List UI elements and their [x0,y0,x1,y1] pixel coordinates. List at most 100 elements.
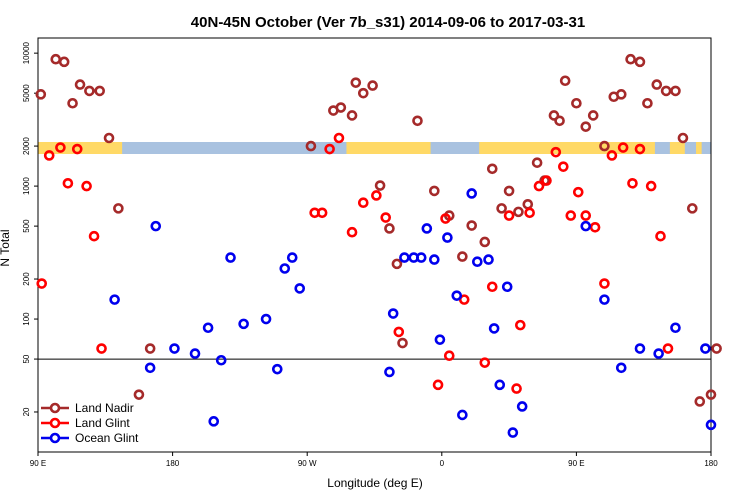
land-glint-point [55,142,66,153]
ocean-glint-point [494,379,506,391]
x-axis: 90 E 180 90 W 0 90 E 180 [30,452,718,468]
land-nadir-point [642,97,653,109]
ocean-glint-point [700,343,711,354]
legend-label-land-glint: Land Glint [75,416,130,430]
land-nadir-point [113,203,124,214]
land-glint-point [662,343,674,354]
ocean-glint-point [208,416,220,427]
land-glint-point [316,207,328,219]
land-nadir-point [554,115,565,127]
ocean-glint-point [202,322,214,334]
land-glint-point [645,180,657,192]
land-glint-point [36,278,48,289]
land-nadir-point [335,102,347,113]
land-glint-point [599,278,610,289]
land-nadir-point [350,77,362,88]
land-nadir-point [144,343,156,354]
ocean-glint-point [429,254,440,265]
ocean-glint-point [189,348,201,359]
legend-marker-land-nadir [49,402,61,414]
land-nadir-point [694,396,706,407]
land-nadir-point [133,389,145,400]
land-nadir-point [384,223,395,234]
y-tick-label: 2000 [22,137,31,155]
land-glint-point [524,207,535,219]
land-glint-point [357,197,369,209]
land-nadir-point [651,79,663,90]
x-tick-label: 0 [440,459,445,468]
land-glint-point [440,213,451,224]
ocean-glint-point [415,252,427,263]
y-axis: 20 50 100 200 500 1000 2000 5000 10000 [22,41,38,416]
land-nadir-point [58,56,70,68]
land-nadir-point [625,53,636,65]
land-nadir-point [94,85,105,97]
land-glint-point [71,143,83,155]
land-nadir-point [580,121,592,132]
map-land-2 [479,142,655,154]
ocean-glint-point [615,362,627,374]
land-glint-point [572,186,584,198]
ocean-glint-point [488,323,500,334]
land-nadir-point [367,80,378,91]
land-glint-point [324,143,335,155]
land-glint-point [550,146,562,158]
x-axis-title: Longitude (deg E) [327,476,422,490]
ocean-glint-point [653,348,664,359]
ocean-glint-point [271,363,283,375]
ocean-glint-point [150,220,162,232]
land-glint-point [533,180,545,192]
land-nadir-point [357,87,369,99]
land-nadir-point [634,56,646,68]
land-nadir-point [571,97,582,109]
y-axis-title: N Total [0,229,12,266]
legend-marker-land-glint [49,417,61,429]
plot-border [37,37,712,453]
land-glint-point [479,357,491,368]
land-glint-point [580,210,592,221]
land-glint-point [486,281,498,293]
land-nadir-point [84,85,95,97]
land-nadir-point [466,220,478,231]
ocean-glint-point [238,318,249,330]
land-glint-point [606,150,618,161]
ocean-glint-point [472,256,483,267]
x-tick-label: 90 W [298,459,317,468]
ocean-glint-point [421,223,433,234]
ocean-glint-point [670,322,681,334]
land-glint-point [565,210,577,221]
y-tick-label: 20 [22,407,31,416]
land-nadir-point [548,110,560,121]
ocean-glint-point [501,281,513,293]
land-nadir-point [660,85,672,97]
ocean-glint-point [466,188,478,199]
land-glint-point [655,230,666,242]
land-glint-point [589,221,601,233]
land-nadir-point [531,157,543,168]
ocean-glint-point [507,427,519,438]
land-nadir-point [305,140,317,152]
ocean-glint-point [286,252,298,263]
land-nadir-point [50,53,62,65]
land-glint-point [443,350,455,362]
land-glint-point [380,212,392,223]
map-land-4 [696,142,702,154]
land-glint-point [62,177,74,189]
land-glint-point [627,177,638,189]
land-nadir-point [615,89,627,100]
land-nadir-point [479,236,491,248]
land-glint-point [541,175,552,186]
ocean-glint-point [442,232,453,243]
land-nadir-point [457,251,468,262]
ocean-glint-point [225,252,236,263]
ocean-glint-point [434,334,446,345]
ocean-glint-point [109,294,120,305]
ocean-glint-point [483,254,494,265]
land-nadir-point [587,110,599,121]
scatter-points [35,53,722,438]
land-glint-point [511,383,522,394]
land-glint-point [393,326,405,338]
land-glint-point [96,343,107,354]
